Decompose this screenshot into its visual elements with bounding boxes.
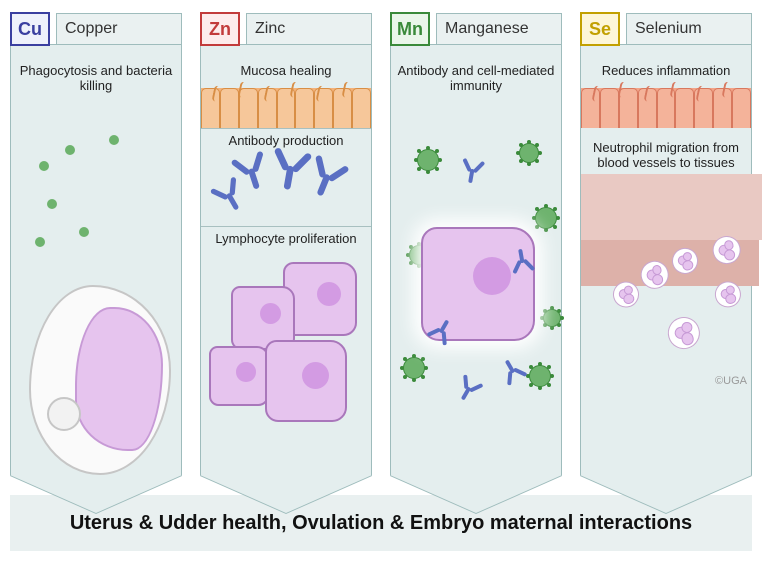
symbol-zn: Zn <box>200 12 240 46</box>
name-selenium: Selenium <box>626 13 752 45</box>
zinc-antibodies <box>201 152 371 226</box>
zinc-lymphocytes <box>201 250 371 420</box>
header-selenium: Se Selenium <box>580 12 752 46</box>
zinc-caption1: Mucosa healing <box>201 59 371 82</box>
col-manganese: Antibody and cell-mediated immunity <box>390 44 562 476</box>
mn-caption: Antibody and cell-mediated immunity <box>391 59 561 97</box>
name-manganese: Manganese <box>436 13 562 45</box>
header-manganese: Mn Manganese <box>390 12 562 46</box>
header-copper: Cu Copper <box>10 12 182 46</box>
col-copper: Phagocytosis and bacteria killing <box>10 44 182 476</box>
copper-caption: Phagocytosis and bacteria killing <box>11 59 181 97</box>
zinc-mucosa <box>201 82 371 128</box>
se-caption1: Reduces inflammation <box>581 59 751 82</box>
name-copper: Copper <box>56 13 182 45</box>
zinc-caption3: Lymphocyte proliferation <box>201 227 371 250</box>
col-selenium: Reduces inflammation Neutrophil migratio… <box>580 44 752 476</box>
name-zinc: Zinc <box>246 13 372 45</box>
symbol-se: Se <box>580 12 620 46</box>
header-zinc: Zn Zinc <box>200 12 372 46</box>
mn-illustration <box>391 97 561 457</box>
symbol-mn: Mn <box>390 12 430 46</box>
columns-row: Phagocytosis and bacteria killing Mucosa… <box>10 44 752 476</box>
headers-row: Cu Copper Zn Zinc Mn Manganese Se Seleni… <box>10 12 752 46</box>
se-caption2: Neutrophil migration from blood vessels … <box>581 136 751 174</box>
credit: ©UGA <box>715 375 747 387</box>
se-vessel <box>581 174 751 374</box>
symbol-cu: Cu <box>10 12 50 46</box>
col-zinc: Mucosa healing Antibody production Lymph… <box>200 44 372 476</box>
copper-illustration <box>11 97 181 457</box>
se-mucosa <box>581 82 751 128</box>
footer-text: Uterus & Udder health, Ovulation & Embry… <box>70 512 692 535</box>
